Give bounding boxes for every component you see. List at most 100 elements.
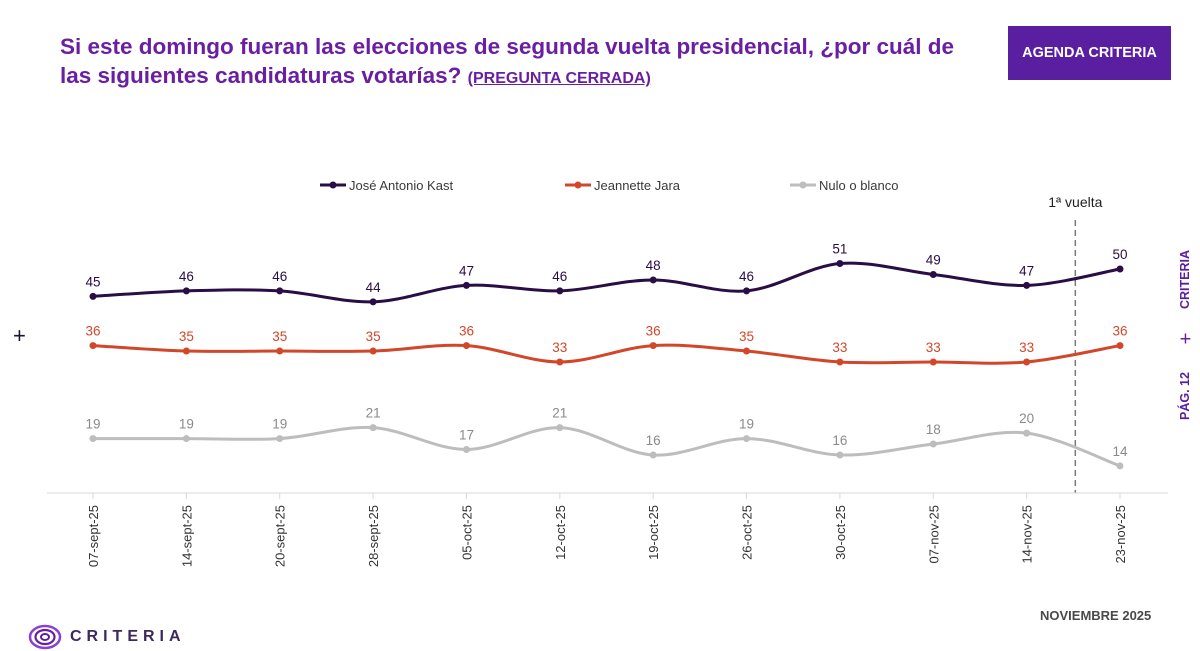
data-point [1023,358,1031,366]
data-label: 48 [646,258,661,273]
data-point [743,287,751,295]
title-main: Si este domingo fueran las elecciones de… [60,34,955,88]
data-label: 51 [832,242,847,257]
series-line [92,261,1121,304]
data-point [276,347,284,355]
data-label: 20 [1019,411,1034,426]
data-point [929,270,937,278]
data-label: 16 [832,433,847,448]
data-label: 44 [366,280,382,295]
data-point [649,276,657,284]
data-point [556,424,564,432]
data-label: 35 [366,329,381,344]
x-tick-label: 14-nov-25 [1020,505,1035,564]
data-label: 36 [85,324,100,339]
data-point [1023,429,1031,437]
data-label: 16 [646,433,661,448]
x-tick-label: 23-nov-25 [1113,505,1128,564]
data-point [462,446,470,454]
data-label: 49 [926,252,941,267]
data-point [836,358,844,366]
legend-item: Nulo o blanco [790,178,899,193]
legend-marker [329,181,337,189]
data-label: 35 [272,329,287,344]
legend-label: José Antonio Kast [349,178,453,193]
data-label: 17 [459,428,474,443]
data-label: 36 [646,324,661,339]
chart-legend: José Antonio Kast Jeannette Jara Nulo o bl… [320,178,899,193]
data-label: 19 [739,417,754,432]
data-point [276,435,284,443]
data-point [276,287,284,295]
first-round-label: 1ª vuelta [1048,194,1102,210]
data-label: 19 [85,417,100,432]
x-tick-label: 05-oct-25 [459,505,474,560]
data-point [836,451,844,459]
data-label: 50 [1112,247,1127,262]
data-point [89,342,97,350]
data-point [743,347,751,355]
data-label: 33 [926,340,941,355]
data-point [1116,265,1124,273]
x-tick-label: 20-sept-25 [273,505,288,567]
data-label: 36 [1112,324,1127,339]
data-point [462,342,470,350]
data-label: 46 [179,269,194,284]
data-label: 46 [552,269,567,284]
series-2: 19 19 19 21 17 21 16 19 16 18 20 14 [85,406,1128,470]
x-tick-label: 30-oct-25 [833,505,848,560]
data-point [89,292,97,300]
criteria-logo-icon [28,624,62,650]
data-label: 33 [552,340,567,355]
data-point [929,358,937,366]
data-label: 33 [832,340,847,355]
data-point [462,281,470,289]
data-point [182,287,190,295]
data-label: 45 [85,274,100,289]
data-label: 18 [926,422,941,437]
criteria-logo: CRITERIA [28,624,186,650]
x-tick-label: 28-sept-25 [366,505,381,567]
x-tick-label: 12-oct-25 [553,505,568,560]
data-label: 19 [272,417,287,432]
data-label: 47 [1019,263,1034,278]
series-line [93,425,1121,468]
x-axis: 07-sept-25 14-sept-25 20-sept-25 28-sept-25… [47,492,1168,567]
data-point [89,435,97,443]
agenda-criteria-badge: AGENDA CRITERIA [1008,26,1171,80]
title-sub: (PREGUNTA CERRADA) [467,70,651,87]
legend-marker [574,181,582,189]
data-point [556,287,564,295]
data-point [836,260,844,268]
report-month: NOVIEMBRE 2025 [1040,608,1152,623]
data-label: 21 [552,406,567,421]
plus-icon: + [13,323,26,348]
data-label: 47 [459,263,474,278]
data-point [929,440,937,448]
data-point [1116,342,1124,350]
x-tick-label: 14-sept-25 [179,505,194,567]
data-label: 46 [272,269,287,284]
data-point [182,435,190,443]
data-label: 21 [366,406,381,421]
first-round-marker: 1ª vuelta [1048,194,1103,493]
data-point [1023,281,1031,289]
data-label: 35 [179,329,194,344]
series-line [92,343,1121,365]
legend-label: Jeannette Jara [594,178,681,193]
legend-label: Nulo o blanco [819,178,899,193]
legend-item: Jeannette Jara [565,178,681,193]
data-point [649,342,657,350]
data-point [369,424,377,432]
data-point [182,347,190,355]
legend-item: José Antonio Kast [320,178,453,193]
data-point [556,358,564,366]
data-point [369,298,377,306]
x-tick-label: 26-oct-25 [740,505,755,560]
data-label: 19 [179,417,194,432]
logo-text: CRITERIA [70,628,186,645]
data-point [649,451,657,459]
data-point [1116,462,1124,470]
x-tick-label: 19-oct-25 [646,505,661,560]
series-1: 36 35 35 35 36 33 36 35 33 33 33 36 [85,324,1128,366]
